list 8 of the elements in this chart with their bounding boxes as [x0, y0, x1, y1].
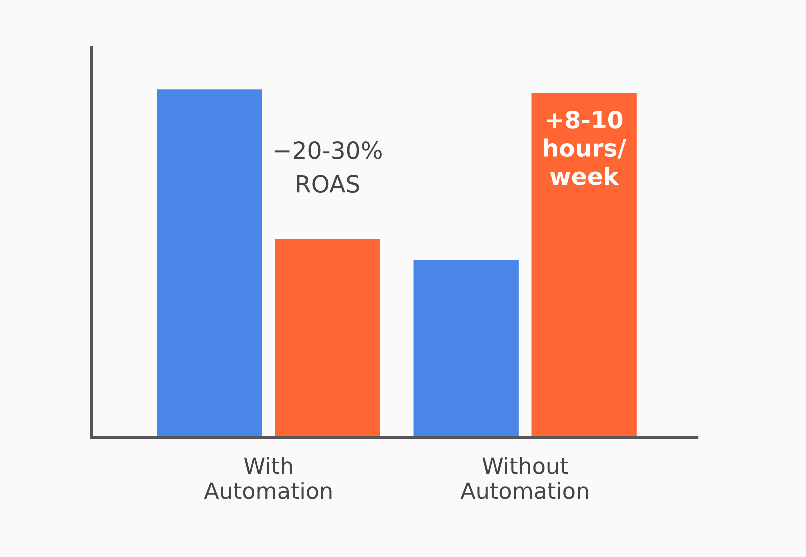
bar [414, 260, 519, 438]
bar [275, 239, 380, 438]
annotation: +8-10 hours/ week [544, 110, 626, 186]
bar [157, 90, 262, 438]
annotation: −20-30% ROAS [274, 142, 382, 194]
x-tick-label: With Automation [204, 457, 332, 500]
x-tick-label: Without Automation [460, 457, 588, 500]
bar [532, 93, 637, 438]
